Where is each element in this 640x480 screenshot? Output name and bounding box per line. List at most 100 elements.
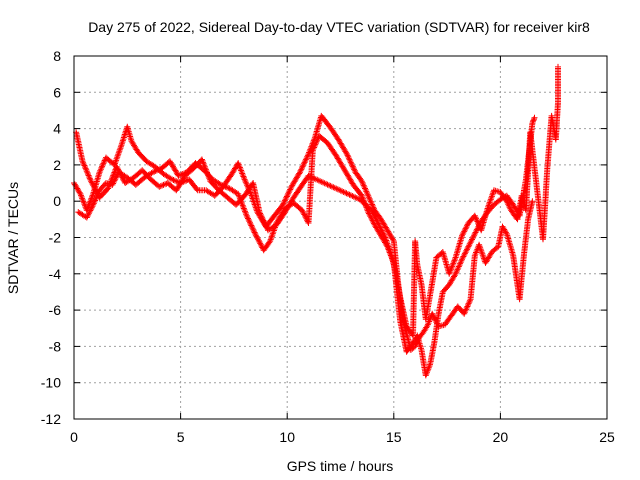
data-point xyxy=(247,219,253,226)
data-point xyxy=(94,190,101,197)
data-point xyxy=(247,221,254,228)
data-point xyxy=(472,214,479,221)
data-point xyxy=(296,170,303,177)
data-point xyxy=(459,256,465,263)
data-point xyxy=(462,225,469,232)
data-point xyxy=(469,236,475,243)
data-point xyxy=(248,223,255,230)
gridlines xyxy=(74,56,607,419)
data-point xyxy=(302,158,309,164)
data-point xyxy=(314,137,321,144)
data-point xyxy=(337,187,344,194)
chart-title: Day 275 of 2022, Sidereal Day-to-day VTE… xyxy=(88,19,590,35)
data-point xyxy=(169,176,176,183)
data-point xyxy=(463,304,470,311)
data-point xyxy=(85,210,92,217)
data-point xyxy=(365,192,372,199)
axis-ticks: 0 5 10 15 20 25 -12 -10 -8 -6 -4 -2 0 2 4 6 8 xyxy=(41,48,615,445)
data-point xyxy=(85,211,92,218)
y-tick-label: -6 xyxy=(49,302,62,318)
data-point xyxy=(156,183,163,190)
data-point xyxy=(255,237,262,244)
data-point xyxy=(245,216,252,223)
data-point xyxy=(91,198,98,205)
y-tick-label: -8 xyxy=(49,338,62,354)
data-point xyxy=(83,214,90,221)
data-point xyxy=(201,162,208,169)
data-point xyxy=(149,169,156,176)
data-point xyxy=(257,241,264,248)
x-tick-label: 0 xyxy=(70,429,78,445)
data-point xyxy=(463,224,470,231)
data-point xyxy=(88,179,95,186)
data-point xyxy=(359,179,366,186)
data-point xyxy=(245,215,251,222)
data-point xyxy=(304,153,311,160)
data-point xyxy=(367,198,374,205)
data-point xyxy=(371,213,378,220)
data-point xyxy=(236,163,243,170)
data-point xyxy=(374,219,381,225)
data-point xyxy=(461,250,468,257)
data-point xyxy=(157,183,164,190)
data-point xyxy=(110,172,117,179)
data-point xyxy=(347,158,354,164)
data-point xyxy=(464,222,470,229)
data-point xyxy=(431,315,438,321)
data-point xyxy=(475,220,481,226)
data-point xyxy=(345,155,352,162)
data-point xyxy=(298,166,305,173)
data-point xyxy=(88,206,95,213)
data-point xyxy=(465,302,471,308)
data-point xyxy=(115,167,122,174)
data-point xyxy=(349,162,356,169)
data-point xyxy=(287,185,294,192)
data-point xyxy=(221,183,227,190)
data-point xyxy=(369,209,376,216)
data-point xyxy=(301,159,308,166)
data-point xyxy=(175,172,182,179)
data-point xyxy=(204,171,211,177)
x-tick-label: 5 xyxy=(177,429,185,445)
data-point xyxy=(285,190,292,197)
y-tick-label: 0 xyxy=(53,193,61,209)
data-point xyxy=(390,236,396,243)
data-point xyxy=(90,183,97,190)
data-point xyxy=(82,164,88,170)
data-point xyxy=(259,214,266,221)
data-point xyxy=(87,176,94,183)
data-point xyxy=(261,220,268,227)
data-point xyxy=(260,217,267,224)
data-point xyxy=(248,222,255,229)
data-point xyxy=(170,177,177,183)
data-point xyxy=(370,211,377,218)
data-point xyxy=(84,169,91,176)
data-point xyxy=(315,177,322,184)
data-point xyxy=(255,236,262,243)
data-point xyxy=(377,224,384,231)
y-tick-label: -4 xyxy=(49,266,62,282)
y-tick-label: 6 xyxy=(53,84,61,100)
data-point xyxy=(529,198,536,205)
data-point xyxy=(118,173,125,180)
data-point xyxy=(307,173,313,180)
data-point xyxy=(193,186,200,193)
data-point xyxy=(88,178,95,185)
data-point xyxy=(470,233,477,240)
data-point xyxy=(300,162,307,169)
data-point xyxy=(100,160,107,167)
data-point xyxy=(454,266,461,273)
data-point xyxy=(326,182,332,189)
data-point xyxy=(252,230,259,237)
data-point xyxy=(297,167,304,174)
data-point xyxy=(159,182,166,189)
data-point xyxy=(256,239,263,245)
data-point xyxy=(286,187,293,194)
y-tick-label: -10 xyxy=(41,375,61,391)
data-point xyxy=(117,170,124,177)
data-point xyxy=(362,185,368,192)
data-point xyxy=(323,180,330,187)
data-point xyxy=(86,199,93,206)
data-point xyxy=(256,209,263,216)
